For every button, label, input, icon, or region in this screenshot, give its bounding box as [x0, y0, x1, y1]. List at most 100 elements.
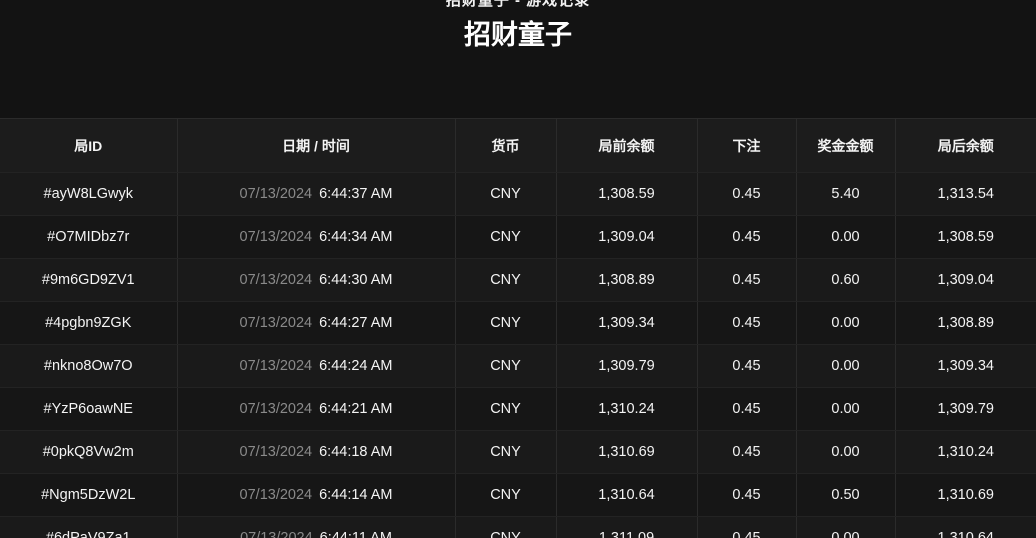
cell-bet: 0.45	[697, 301, 797, 345]
cell-date: 07/13/2024	[239, 358, 313, 374]
cell-currency: CNY	[455, 387, 557, 431]
cell-date: 07/13/2024	[239, 272, 313, 288]
cell-bet: 0.45	[697, 344, 797, 388]
cell-datetime: 07/13/2024 6:44:34 AM	[177, 215, 456, 259]
cell-win-amount: 0.00	[796, 215, 896, 259]
cell-balance-before: 1,310.24	[556, 387, 698, 431]
cell-currency: CNY	[455, 301, 557, 345]
cell-win-amount: 0.50	[796, 473, 896, 517]
table-body: #ayW8LGwyk 07/13/2024 6:44:37 AM CNY 1,308.5…	[0, 172, 1036, 538]
table-row[interactable]: #YzP6oawNE 07/13/2024 6:44:21 AM CNY 1,310.2…	[0, 387, 1036, 431]
cell-win-amount: 0.00	[796, 387, 896, 431]
cell-datetime: 07/13/2024 6:44:37 AM	[177, 172, 456, 216]
column-header-bet[interactable]: 下注	[697, 118, 797, 173]
cell-date: 07/13/2024	[239, 186, 313, 202]
cell-bet: 0.45	[697, 172, 797, 216]
cell-round-id: #9m6GD9ZV1	[0, 258, 178, 302]
cell-date: 07/13/2024	[239, 487, 313, 503]
cell-date: 07/13/2024	[239, 229, 313, 245]
cell-balance-before: 1,309.34	[556, 301, 698, 345]
cell-date: 07/13/2024	[239, 401, 313, 417]
cell-balance-before: 1,308.89	[556, 258, 698, 302]
cell-balance-before: 1,309.04	[556, 215, 698, 259]
cell-bet: 0.45	[697, 473, 797, 517]
table-row[interactable]: #0pkQ8Vw2m 07/13/2024 6:44:18 AM CNY 1,310.6…	[0, 430, 1036, 474]
cell-bet: 0.45	[697, 215, 797, 259]
cell-bet: 0.45	[697, 516, 797, 538]
cell-win-amount: 0.00	[796, 301, 896, 345]
cell-time: 6:44:21 AM	[319, 401, 393, 417]
cell-bet: 0.45	[697, 258, 797, 302]
table-header: 局ID 日期 / 时间 货币 局前余额 下注 奖金金额 局后余额	[0, 118, 1036, 173]
cell-win-amount: 5.40	[796, 172, 896, 216]
cell-balance-after: 1,310.24	[895, 430, 1036, 474]
table-row[interactable]: #4pgbn9ZGK 07/13/2024 6:44:27 AM CNY 1,309.3…	[0, 301, 1036, 345]
cell-datetime: 07/13/2024 6:44:27 AM	[177, 301, 456, 345]
cell-datetime: 07/13/2024 6:44:14 AM	[177, 473, 456, 517]
cell-round-id: #0pkQ8Vw2m	[0, 430, 178, 474]
cell-time: 6:44:24 AM	[319, 358, 393, 374]
cell-currency: CNY	[455, 516, 557, 538]
cell-balance-before: 1,310.64	[556, 473, 698, 517]
cell-win-amount: 0.00	[796, 516, 896, 538]
cell-time: 6:44:34 AM	[319, 229, 393, 245]
cell-balance-after: 1,308.59	[895, 215, 1036, 259]
cell-datetime: 07/13/2024 6:44:21 AM	[177, 387, 456, 431]
cell-round-id: #Ngm5DzW2L	[0, 473, 178, 517]
cell-time: 6:44:30 AM	[319, 272, 393, 288]
cell-round-id: #ayW8LGwyk	[0, 172, 178, 216]
cell-balance-after: 1,310.69	[895, 473, 1036, 517]
cell-balance-before: 1,309.79	[556, 344, 698, 388]
cell-datetime: 07/13/2024 6:44:18 AM	[177, 430, 456, 474]
table-row[interactable]: #nkno8Ow7O 07/13/2024 6:44:24 AM CNY 1,309.7…	[0, 344, 1036, 388]
cell-balance-after: 1,310.64	[895, 516, 1036, 538]
table-row[interactable]: #9m6GD9ZV1 07/13/2024 6:44:30 AM CNY 1,308.8…	[0, 258, 1036, 302]
cell-currency: CNY	[455, 473, 557, 517]
cell-date: 07/13/2024	[239, 315, 313, 331]
column-header-balance-after[interactable]: 局后余额	[895, 118, 1036, 173]
cell-win-amount: 0.00	[796, 344, 896, 388]
cell-win-amount: 0.00	[796, 430, 896, 474]
column-header-round-id[interactable]: 局ID	[0, 118, 178, 173]
cell-round-id: #6dPaV9Za1	[0, 516, 178, 538]
cell-round-id: #O7MIDbz7r	[0, 215, 178, 259]
cell-currency: CNY	[455, 430, 557, 474]
cell-round-id: #YzP6oawNE	[0, 387, 178, 431]
cell-win-amount: 0.60	[796, 258, 896, 302]
page-header: 招财童子 - 游戏记录 招财童子	[0, 0, 1036, 118]
cell-date: 07/13/2024	[239, 444, 313, 460]
column-header-datetime[interactable]: 日期 / 时间	[177, 118, 456, 173]
column-header-win-amount[interactable]: 奖金金额	[796, 118, 896, 173]
cell-currency: CNY	[455, 172, 557, 216]
table-header-row: 局ID 日期 / 时间 货币 局前余额 下注 奖金金额 局后余额	[0, 118, 1036, 173]
cell-round-id: #nkno8Ow7O	[0, 344, 178, 388]
table-row[interactable]: #ayW8LGwyk 07/13/2024 6:44:37 AM CNY 1,308.5…	[0, 172, 1036, 216]
cell-balance-before: 1,310.69	[556, 430, 698, 474]
cell-balance-before: 1,311.09	[556, 516, 698, 538]
cell-date: 07/13/2024	[240, 530, 313, 538]
cell-time: 6:44:11 AM	[319, 530, 392, 538]
cell-balance-after: 1,313.54	[895, 172, 1036, 216]
cell-time: 6:44:14 AM	[319, 487, 393, 503]
page-title: 招财童子	[464, 20, 572, 50]
cell-balance-after: 1,309.34	[895, 344, 1036, 388]
game-history-table: 局ID 日期 / 时间 货币 局前余额 下注 奖金金额 局后余额 #ayW8LG…	[0, 118, 1036, 538]
table-row[interactable]: #Ngm5DzW2L 07/13/2024 6:44:14 AM CNY 1,310.6…	[0, 473, 1036, 517]
cell-balance-before: 1,308.59	[556, 172, 698, 216]
cell-balance-after: 1,309.79	[895, 387, 1036, 431]
cell-balance-after: 1,309.04	[895, 258, 1036, 302]
cell-datetime: 07/13/2024 6:44:24 AM	[177, 344, 456, 388]
cell-round-id: #4pgbn9ZGK	[0, 301, 178, 345]
cell-balance-after: 1,308.89	[895, 301, 1036, 345]
cell-bet: 0.45	[697, 387, 797, 431]
cell-datetime: 07/13/2024 6:44:11 AM	[177, 516, 456, 538]
column-header-currency[interactable]: 货币	[455, 118, 557, 173]
table-row[interactable]: #O7MIDbz7r 07/13/2024 6:44:34 AM CNY 1,309.0…	[0, 215, 1036, 259]
cell-datetime: 07/13/2024 6:44:30 AM	[177, 258, 456, 302]
cell-bet: 0.45	[697, 430, 797, 474]
table-row[interactable]: #6dPaV9Za1 07/13/2024 6:44:11 AM CNY 1,311.0…	[0, 516, 1036, 538]
cell-currency: CNY	[455, 258, 557, 302]
column-header-balance-before[interactable]: 局前余额	[556, 118, 698, 173]
cell-currency: CNY	[455, 215, 557, 259]
cell-time: 6:44:27 AM	[319, 315, 393, 331]
